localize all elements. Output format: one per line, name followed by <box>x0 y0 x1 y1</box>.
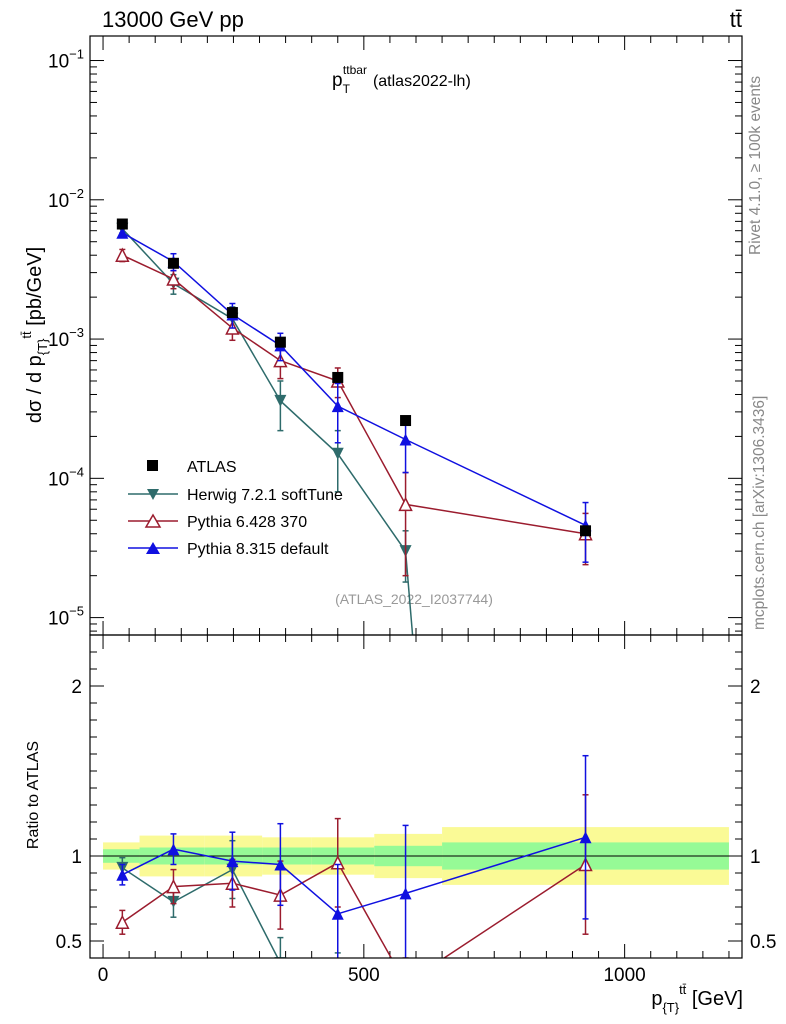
ratio-tick-label-right: 0.5 <box>750 932 776 953</box>
ratio-point-2 <box>274 858 287 871</box>
ratio-tick-label-right: 2 <box>750 677 761 698</box>
energy-label: 13000 GeV pp <box>102 7 244 32</box>
data-point <box>580 525 592 537</box>
y-tick-label: 10−1 <box>48 47 84 73</box>
series-point-2 <box>116 226 129 239</box>
main-series-layer <box>115 218 593 635</box>
ratio-point-2 <box>399 887 412 900</box>
series-point-0 <box>331 447 344 460</box>
legend-label-pythia6: Pythia 6.428 370 <box>187 514 307 531</box>
y-tick-label: 10−4 <box>48 464 84 490</box>
legend-marker-herwig <box>147 489 159 500</box>
ratio-point-1 <box>166 878 181 894</box>
series-point-2 <box>331 400 344 413</box>
ratio-frame <box>89 634 743 959</box>
data-point <box>274 336 286 348</box>
x-axis-title: p{T}tt̄ [GeV] <box>651 982 743 1015</box>
ratio-tick-label-left: 2 <box>71 677 82 698</box>
legend-label-atlas: ATLAS <box>187 459 237 476</box>
series-point-2 <box>399 433 412 446</box>
data-point <box>400 415 412 427</box>
legend: ATLAS Herwig 7.2.1 softTune Pythia 6.428… <box>128 459 343 558</box>
ratio-point-0 <box>332 971 344 983</box>
series-point-0 <box>274 394 287 407</box>
data-point <box>332 371 344 383</box>
series-point-1 <box>115 247 130 262</box>
plot-frames <box>89 35 743 959</box>
legend-marker-pythia6 <box>144 513 162 528</box>
series-line-0 <box>121 228 414 635</box>
data-point <box>226 307 238 319</box>
ratio-point-2 <box>167 843 180 856</box>
axis-ticks: 10−1 10−2 10−3 10−4 10−5 0.5 0.5 1 1 2 2 0 500 1000 <box>48 36 776 986</box>
ratio-point-1 <box>115 914 130 930</box>
rivet-label: Rivet 4.1.0, ≥ 100k events <box>747 76 764 255</box>
process-label: tt̄ <box>730 7 742 32</box>
y-tick-label: 10−5 <box>48 604 84 630</box>
ratio-tick-label-right: 1 <box>750 847 761 868</box>
ratio-point-2 <box>116 868 129 881</box>
y-axis-title: dσ / d p{T}tt̄ [pb/GeV] <box>19 247 50 423</box>
mcplots-label: mcplots.cern.ch [arXiv:1306.3436] <box>751 396 768 630</box>
x-tick-label: 500 <box>348 965 380 986</box>
legend-marker-atlas <box>147 460 158 471</box>
ratio-point-1 <box>400 978 412 990</box>
ratio-tick-label-left: 1 <box>71 847 82 868</box>
ratio-uncertainty-bands <box>90 827 742 885</box>
legend-label-herwig: Herwig 7.2.1 softTune <box>187 487 343 504</box>
plot-title: pTttbar(atlas2022-lh) <box>332 63 471 96</box>
series-point-1 <box>166 271 181 286</box>
x-tick-label: 1000 <box>603 965 645 986</box>
x-tick-label: 0 <box>98 965 109 986</box>
analysis-id: (ATLAS_2022_I2037744) <box>335 591 493 607</box>
ratio-point-2 <box>579 831 592 844</box>
ratio-point-2 <box>331 907 344 920</box>
y-tick-label: 10−2 <box>48 186 84 212</box>
ratio-line-0 <box>121 867 279 958</box>
legend-label-pythia8: Pythia 8.315 default <box>187 541 329 558</box>
legend-marker-pythia8 <box>146 542 160 554</box>
data-point <box>116 218 128 230</box>
series-line-2 <box>121 232 586 526</box>
ratio-point-0 <box>274 957 287 958</box>
ratio-point-0 <box>400 1000 412 1012</box>
ratio-tick-label-left: 0.5 <box>56 932 82 953</box>
ratio-series-layer <box>115 754 593 1012</box>
y-tick-label: 10−3 <box>48 325 84 351</box>
data-point <box>167 257 179 269</box>
ratio-point-2 <box>226 855 239 868</box>
series-point-1 <box>398 496 413 512</box>
ratio-axis-title: Ratio to ATLAS <box>25 741 42 849</box>
